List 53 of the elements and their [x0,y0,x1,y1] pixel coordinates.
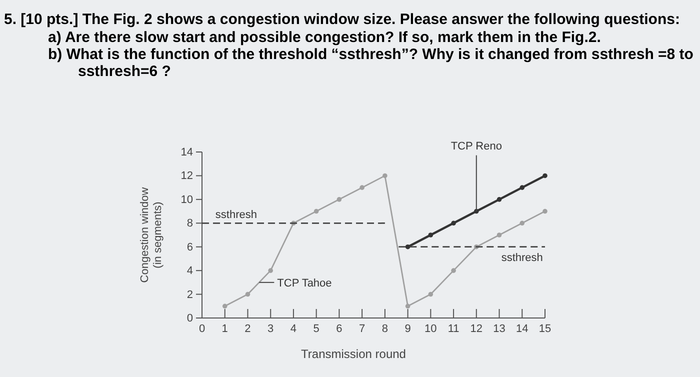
point [382,173,388,178]
x-tick-label: 5 [313,322,320,335]
x-tick-label: 2 [244,322,251,335]
x-tick-label: 1 [222,322,228,335]
x-tick-label: 6 [336,322,342,335]
x-tick-label: 9 [404,322,411,335]
x-tick-label: 14 [516,322,528,335]
y-tick-label: 10 [180,194,193,206]
x-tick-label: 11 [448,322,460,335]
point [405,244,410,250]
y-tick-label: 4 [186,265,193,278]
y-tick-label: 12 [180,170,193,182]
point [360,185,364,190]
x-tick-label: 10 [424,322,437,335]
x-tick-label: 12 [470,322,483,335]
x-tick-label: 7 [359,322,366,335]
x-tick-label: 15 [538,322,552,335]
point [222,304,228,309]
y-axis-title: Congestion window (in segments) [139,187,164,283]
text: ssthresh=6 ? [78,63,171,80]
point [451,268,456,273]
annotation: ssthresh [215,209,258,222]
y-tick-label: 14 [180,146,193,159]
point [428,232,434,238]
chart-title: 5. [10 pts.] The Fig. 2 shows a congestion window size. Please answer the following questions: [4,11,680,28]
y-tick-label: 2 [186,288,193,301]
point [520,185,525,190]
y-tick-label: 8 [186,218,193,230]
point [428,292,434,297]
point [405,304,410,309]
x-axis-title: Transmission round [301,347,406,361]
text: b) What is the function of the threshold “ssthresh”? Why is it changed from ssthresh =8 to [48,46,694,63]
y-tick-label: 0 [186,312,193,325]
point [336,197,342,202]
point [496,197,502,202]
annotation: ssthresh [501,252,543,264]
point [268,268,273,273]
point [245,292,250,297]
x-tick-label: 8 [382,322,388,335]
x-tick-label: 3 [268,322,274,335]
annotation: TCP Tahoe [277,277,332,290]
x-tick-label: 0 [198,322,206,335]
annotation: TCP Reno [450,140,502,152]
x-tick-label: 4 [290,322,297,335]
point [314,208,319,214]
point [520,220,525,226]
point [496,232,502,238]
point [542,208,548,214]
x-tick-label: 13 [493,322,506,335]
text: a) Are there slow start and possible congestion? If so, mark them in the Fig.2. [48,29,601,46]
point [542,173,548,178]
point [451,220,456,226]
y-tick-label: 6 [186,241,193,254]
